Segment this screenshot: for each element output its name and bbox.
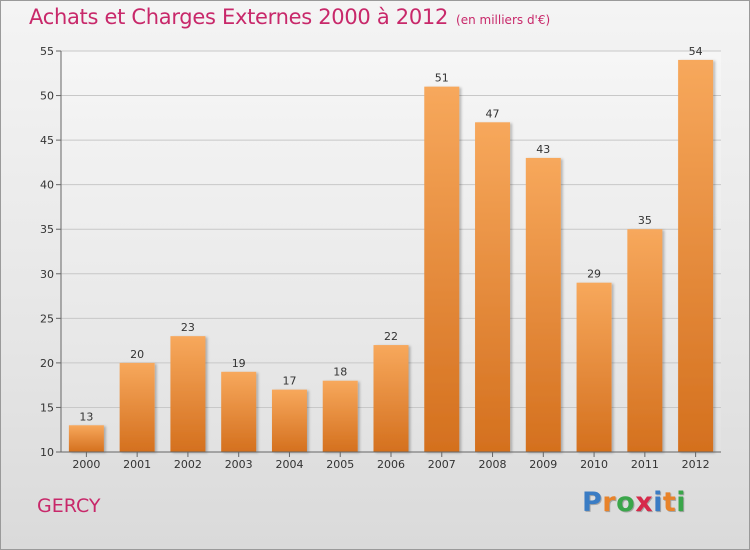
data-label: 23 [181, 321, 195, 334]
x-tick-label: 2011 [631, 458, 659, 471]
data-label: 51 [435, 72, 449, 85]
bar-2005 [322, 380, 358, 452]
y-tick-label: 45 [40, 134, 54, 147]
bar-2000 [68, 425, 104, 452]
logo-letter: i [676, 487, 687, 518]
y-tick-label: 55 [40, 45, 54, 58]
bar-2012 [678, 59, 714, 453]
proxiti-logo: Proxiti [582, 487, 686, 518]
logo-letter: i [653, 487, 663, 518]
y-tick-label: 35 [40, 223, 54, 236]
data-label: 20 [130, 348, 144, 361]
x-tick-label: 2010 [580, 458, 608, 471]
bar-2004 [271, 389, 307, 452]
x-tick-label: 2002 [174, 458, 202, 471]
x-tick-label: 2000 [72, 458, 100, 471]
x-tick-label: 2008 [479, 458, 507, 471]
bar-2009 [525, 157, 561, 452]
bar-2001 [119, 362, 155, 452]
unit-note: (en milliers d'€) [456, 13, 551, 27]
x-tick-label: 2007 [428, 458, 456, 471]
x-tick-label: 2005 [326, 458, 354, 471]
bar-2002 [170, 336, 206, 452]
bar-2006 [373, 345, 409, 452]
bar-layer: 13 20 23 19 17 18 22 51 47 43 29 35 54 [68, 45, 714, 453]
y-tick-label: 20 [40, 357, 54, 370]
logo-letter: o [616, 487, 636, 518]
y-tick-label: 40 [40, 179, 54, 192]
bar-2003 [221, 371, 257, 452]
data-label: 29 [587, 268, 601, 281]
x-tick-label: 2004 [275, 458, 303, 471]
x-tick-label: 2009 [529, 458, 557, 471]
data-label: 18 [333, 366, 347, 379]
bar-2010 [576, 282, 612, 452]
chart-title: Achats et Charges Externes 2000 à 2012 (e… [29, 5, 550, 29]
bar-2011 [627, 229, 663, 452]
y-tick-label: 50 [40, 90, 54, 103]
x-tick-label: 2012 [682, 458, 710, 471]
data-label: 47 [486, 107, 500, 120]
x-tick-label: 2001 [123, 458, 151, 471]
bar-2008 [475, 122, 511, 453]
data-label: 19 [232, 357, 246, 370]
x-tick-label: 2003 [225, 458, 253, 471]
bar-2007 [424, 86, 460, 453]
y-tick-label: 25 [40, 312, 54, 325]
y-tick-label: 30 [40, 268, 54, 281]
logo-letter: r [602, 487, 617, 518]
data-label: 13 [79, 410, 93, 423]
y-tick-label: 10 [40, 446, 54, 459]
logo-letter: t [662, 487, 677, 518]
data-label: 54 [689, 45, 703, 58]
title-text: Achats et Charges Externes 2000 à 2012 [29, 5, 449, 29]
logo-letter: P [582, 487, 603, 518]
y-tick-label: 15 [40, 401, 54, 414]
x-tick-label: 2006 [377, 458, 405, 471]
data-label: 17 [282, 375, 296, 388]
data-label: 43 [536, 143, 550, 156]
logo-letter: x [635, 487, 654, 518]
axis-layer: 10 15 20 25 30 35 40 45 50 55 2000 2001 2002 2003 2004… [40, 45, 721, 471]
data-label: 22 [384, 330, 398, 343]
commune-name: GERCY [37, 495, 101, 517]
data-label: 35 [638, 214, 652, 227]
